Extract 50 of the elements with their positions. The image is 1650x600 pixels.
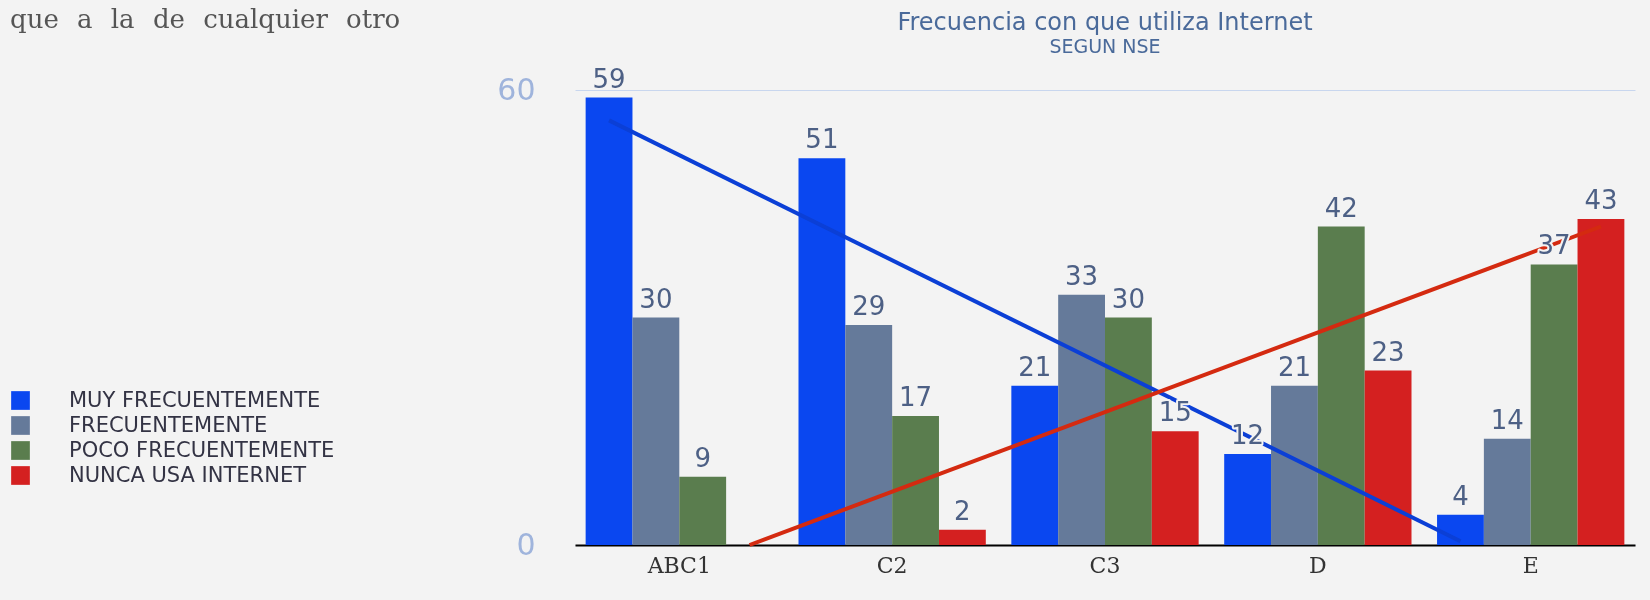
data-label: 43 (1584, 184, 1618, 215)
data-label: 9 (694, 442, 711, 473)
bar (1530, 264, 1578, 545)
data-label: 42 (1324, 192, 1358, 223)
data-label: 30 (1111, 283, 1145, 314)
x-tick-label: C3 (1089, 552, 1121, 578)
data-label: 29 (852, 291, 886, 322)
bar (1011, 385, 1059, 545)
bar (1058, 294, 1105, 545)
data-label: 2 (954, 495, 971, 526)
bar (798, 158, 846, 545)
data-label: 21 (1018, 351, 1052, 382)
legend-label: MUY FRECUENTEMENTE (69, 387, 321, 412)
bar (1364, 370, 1412, 545)
bar (632, 317, 680, 545)
x-tick-label: E (1522, 552, 1539, 578)
text: que a la de cualquier otro (10, 4, 401, 34)
bar (1317, 226, 1365, 545)
x-tick-label: D (1309, 552, 1327, 578)
data-label: 30 (639, 283, 673, 314)
data-label: 23 (1371, 336, 1405, 367)
data-label: 51 (805, 124, 839, 155)
bar (1224, 454, 1272, 545)
data-label: 21 (1277, 351, 1311, 382)
bar (1271, 385, 1318, 545)
data-label: 17 (899, 382, 933, 413)
y-tick-label: 0 (516, 526, 536, 562)
x-tick-label: C2 (876, 552, 908, 578)
bar (892, 416, 939, 545)
data-label: 14 (1490, 404, 1524, 435)
bar (1577, 218, 1625, 545)
data-label: 33 (1065, 260, 1099, 291)
data-label: 15 (1158, 397, 1192, 428)
data-label: 59 (592, 63, 626, 94)
chart-title: Frecuencia con que utiliza Internet (897, 7, 1313, 36)
legend-label: FRECUENTEMENTE (69, 412, 268, 437)
legend-label: POCO FRECUENTEMENTE (69, 437, 335, 462)
bar (1151, 431, 1199, 545)
chart-subtitle: SEGUN NSE (1049, 34, 1161, 57)
bar (845, 325, 893, 545)
bar (938, 529, 986, 545)
legend-label: NUNCA USA INTERNET (69, 462, 307, 487)
bar (1483, 438, 1531, 545)
y-tick-label: 60 (497, 71, 536, 107)
bar (679, 476, 727, 545)
bar (585, 97, 633, 545)
x-tick-label: ABC1 (646, 552, 711, 578)
data-label: 4 (1452, 480, 1469, 511)
bar (1437, 514, 1484, 545)
bar (1105, 317, 1152, 545)
